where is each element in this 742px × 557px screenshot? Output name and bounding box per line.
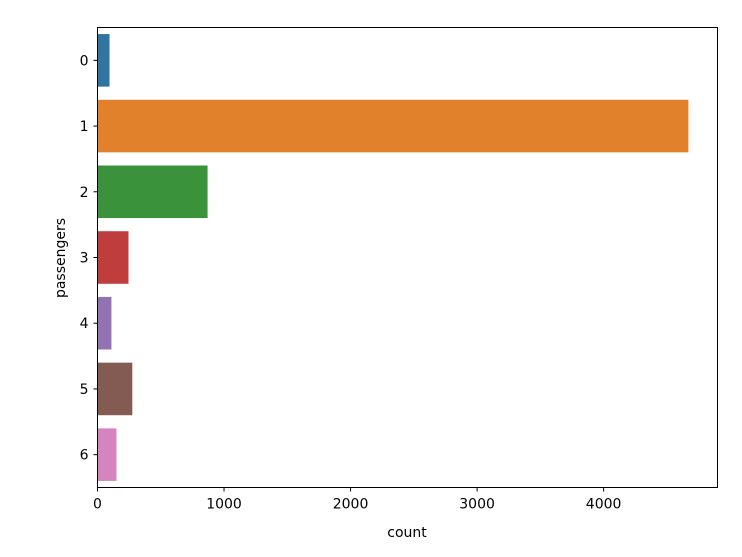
plot-frame <box>97 27 718 488</box>
x-tick-label: 1000 <box>206 497 242 513</box>
bar-passengers-2 <box>97 165 208 219</box>
y-tick-label: 2 <box>80 185 89 201</box>
y-axis-label: passengers <box>53 218 69 298</box>
x-ticks-layer: 0 1000 2000 3000 4000 <box>93 487 622 513</box>
y-tick-label: 6 <box>80 448 89 464</box>
x-tick-label: 2000 <box>333 497 369 513</box>
x-tick-label: 4000 <box>586 497 622 513</box>
x-axis-label: count <box>387 525 427 541</box>
bars-layer <box>97 34 689 481</box>
y-ticks-layer: 0 1 2 3 4 5 6 <box>80 53 98 464</box>
bar-passengers-6 <box>97 428 117 481</box>
y-tick-label: 3 <box>80 251 89 267</box>
x-tick-label: 0 <box>93 497 102 513</box>
x-tick-label: 3000 <box>459 497 495 513</box>
y-tick-label: 0 <box>80 53 89 69</box>
y-tick-label: 1 <box>80 119 89 135</box>
bar-passengers-4 <box>97 296 112 350</box>
y-tick-label: 4 <box>80 316 89 332</box>
bar-passengers-5 <box>97 362 133 416</box>
bar-passengers-3 <box>97 231 129 284</box>
y-tick-label: 5 <box>80 382 89 398</box>
bar-passengers-0 <box>97 34 110 87</box>
bar-passengers-1 <box>97 99 689 153</box>
